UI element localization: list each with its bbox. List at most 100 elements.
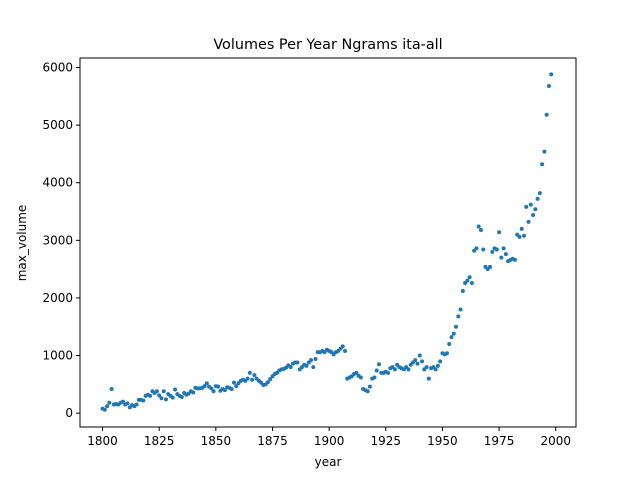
point	[424, 365, 429, 370]
point	[252, 373, 257, 378]
point	[517, 234, 522, 239]
point	[549, 72, 554, 77]
point	[435, 363, 440, 368]
plot-frame	[79, 57, 577, 428]
point	[474, 246, 479, 251]
point	[313, 357, 318, 362]
point	[161, 389, 166, 394]
point	[449, 335, 454, 340]
point	[469, 280, 474, 285]
point	[342, 348, 347, 353]
point	[202, 384, 207, 389]
point	[374, 368, 379, 373]
point	[497, 230, 502, 235]
point	[340, 344, 345, 349]
x-tick-label: 1825	[144, 434, 175, 448]
point	[458, 307, 463, 312]
point	[456, 314, 461, 319]
chart-title: Volumes Per Year Ngrams ita-all	[213, 37, 442, 53]
point	[413, 358, 418, 363]
point	[533, 207, 538, 212]
point	[311, 365, 316, 370]
point	[406, 367, 411, 372]
point	[141, 398, 146, 403]
point	[247, 370, 252, 375]
x-tick-label: 1850	[201, 434, 232, 448]
x-tick-label: 1925	[371, 434, 402, 448]
point	[460, 289, 465, 294]
point	[444, 351, 449, 356]
point	[426, 376, 431, 381]
point	[304, 363, 309, 368]
point	[433, 367, 438, 372]
point	[512, 257, 517, 262]
point	[354, 370, 359, 375]
point	[476, 224, 481, 229]
point	[420, 359, 425, 364]
point	[229, 386, 234, 391]
point	[501, 246, 506, 251]
point	[542, 149, 547, 154]
point	[521, 233, 526, 238]
point	[134, 402, 139, 407]
point	[537, 191, 542, 196]
point	[526, 219, 531, 224]
point	[265, 380, 270, 385]
point	[209, 386, 214, 391]
point	[288, 365, 293, 370]
point	[120, 399, 125, 404]
point	[465, 278, 470, 283]
point	[179, 395, 184, 400]
point	[451, 331, 456, 336]
point	[222, 388, 227, 393]
y-tick-label: 5000	[42, 118, 73, 132]
y-tick-label: 2000	[42, 291, 73, 305]
point	[531, 212, 536, 217]
point	[535, 196, 540, 201]
point	[488, 264, 493, 269]
point	[157, 393, 162, 398]
y-tick-label: 4000	[42, 176, 73, 190]
point	[102, 407, 107, 412]
x-tick-label: 1900	[314, 434, 345, 448]
x-tick-label: 1975	[484, 434, 515, 448]
point	[415, 361, 420, 366]
x-axis-label: year	[315, 455, 342, 469]
point	[417, 353, 422, 358]
point	[540, 162, 545, 167]
x-tick-label: 1950	[427, 434, 458, 448]
point	[365, 389, 370, 394]
point	[154, 389, 159, 394]
x-tick-label: 2000	[540, 434, 571, 448]
point	[519, 226, 524, 231]
point	[438, 359, 443, 364]
point	[544, 112, 549, 117]
point	[490, 249, 495, 254]
point	[173, 387, 178, 392]
y-axis-label: max_volume	[15, 205, 29, 282]
point	[528, 202, 533, 207]
point	[546, 83, 551, 88]
point	[250, 377, 255, 382]
point	[376, 362, 381, 367]
point	[211, 389, 216, 394]
point	[309, 358, 314, 363]
point	[372, 375, 377, 380]
x-tick-label: 1800	[87, 434, 118, 448]
point	[481, 247, 486, 252]
point	[295, 360, 300, 365]
point	[358, 375, 363, 380]
point	[478, 227, 483, 232]
point	[109, 386, 114, 391]
point	[268, 377, 273, 382]
point	[245, 376, 250, 381]
point	[105, 404, 110, 409]
point	[524, 204, 529, 209]
point	[204, 381, 209, 386]
y-tick-label: 1000	[42, 349, 73, 363]
y-tick-label: 6000	[42, 61, 73, 75]
point	[386, 370, 391, 375]
point	[148, 393, 153, 398]
point	[216, 384, 221, 389]
